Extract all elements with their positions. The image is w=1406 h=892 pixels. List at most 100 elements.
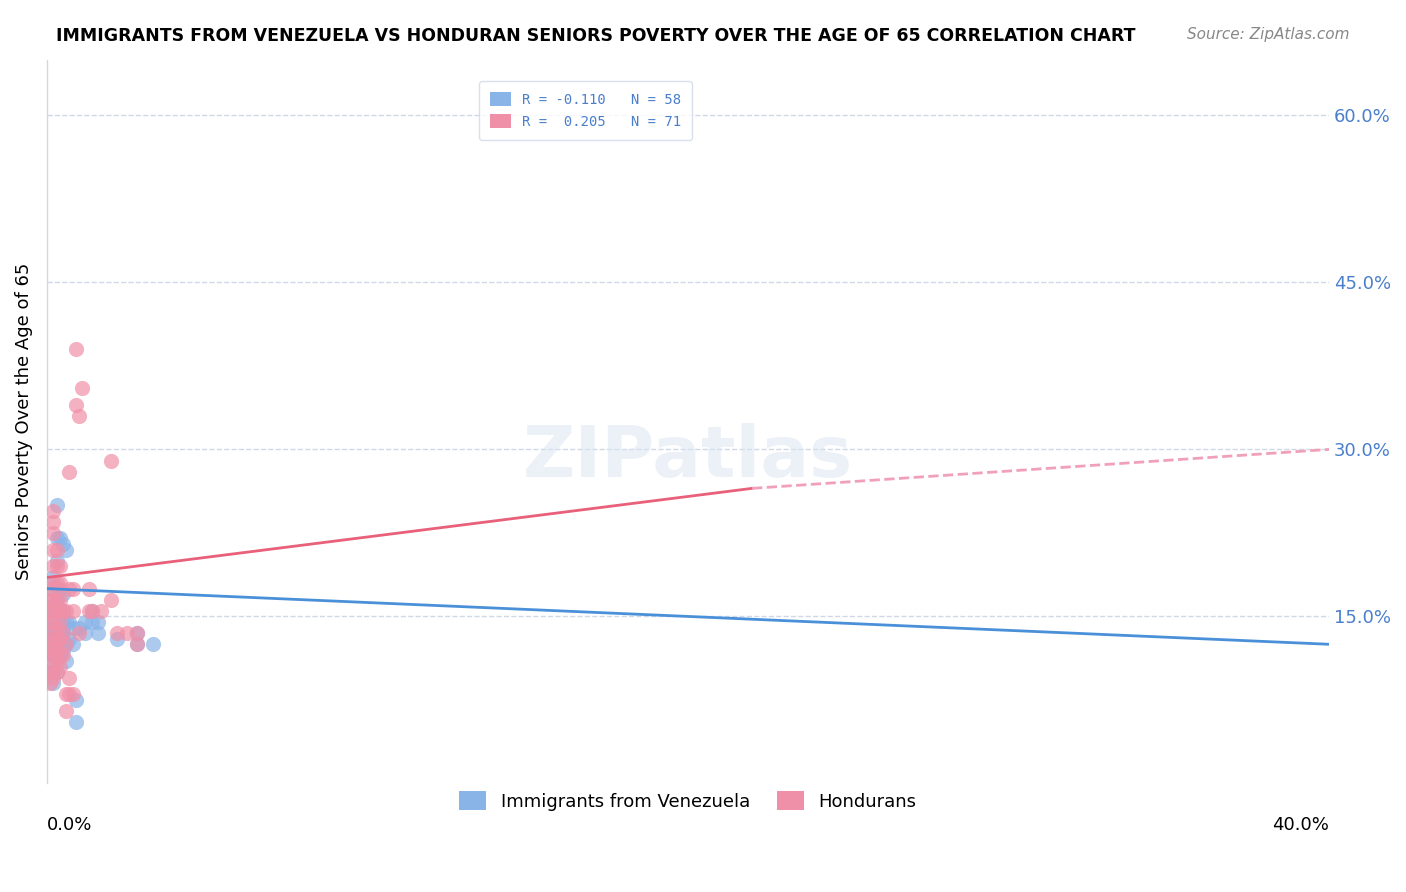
Text: 40.0%: 40.0% [1272, 816, 1329, 834]
Text: 0.0%: 0.0% [46, 816, 93, 834]
Point [55, 604, 77, 618]
Point [48, 648, 70, 663]
Point [48, 637, 70, 651]
Point [52, 648, 75, 663]
Point [58, 615, 80, 629]
Point [70, 381, 93, 395]
Point [48, 592, 70, 607]
Point [55, 637, 77, 651]
Point [42, 582, 65, 596]
Point [39, 665, 62, 680]
Point [90, 604, 112, 618]
Point [39, 592, 62, 607]
Point [39, 665, 62, 680]
Point [67, 626, 90, 640]
Point [55, 687, 77, 701]
Point [45, 498, 67, 512]
Point [42, 542, 65, 557]
Point [48, 615, 70, 629]
Point [100, 453, 122, 467]
Point [52, 587, 75, 601]
Point [42, 559, 65, 574]
Point [42, 643, 65, 657]
Point [42, 592, 65, 607]
Point [52, 615, 75, 629]
Point [42, 626, 65, 640]
Point [42, 637, 65, 651]
Point [65, 693, 87, 707]
Point [48, 648, 70, 663]
Point [77, 604, 100, 618]
Point [45, 632, 67, 646]
Point [39, 643, 62, 657]
Point [55, 637, 77, 651]
Point [62, 582, 84, 596]
Point [42, 671, 65, 685]
Point [45, 576, 67, 591]
Point [42, 648, 65, 663]
Point [52, 626, 75, 640]
Point [67, 409, 90, 423]
Point [62, 621, 84, 635]
Point [42, 570, 65, 584]
Point [42, 576, 65, 591]
Point [125, 637, 148, 651]
Legend: Immigrants from Venezuela, Hondurans: Immigrants from Venezuela, Hondurans [453, 784, 924, 818]
Point [100, 592, 122, 607]
Point [45, 592, 67, 607]
Point [65, 398, 87, 412]
Point [39, 632, 62, 646]
Point [80, 615, 103, 629]
Point [45, 559, 67, 574]
Point [48, 626, 70, 640]
Point [45, 592, 67, 607]
Point [125, 637, 148, 651]
Point [45, 542, 67, 557]
Point [39, 648, 62, 663]
Point [125, 626, 148, 640]
Point [39, 582, 62, 596]
Point [142, 637, 165, 651]
Point [42, 659, 65, 673]
Point [87, 626, 110, 640]
Point [42, 676, 65, 690]
Point [62, 687, 84, 701]
Point [45, 582, 67, 596]
Point [58, 465, 80, 479]
Point [42, 615, 65, 629]
Point [42, 503, 65, 517]
Point [62, 604, 84, 618]
Point [62, 637, 84, 651]
Y-axis label: Seniors Poverty Over the Age of 65: Seniors Poverty Over the Age of 65 [15, 263, 32, 580]
Text: ZIPatlas: ZIPatlas [523, 423, 853, 492]
Point [42, 604, 65, 618]
Point [48, 659, 70, 673]
Point [39, 604, 62, 618]
Point [45, 665, 67, 680]
Point [45, 554, 67, 568]
Point [42, 621, 65, 635]
Point [45, 643, 67, 657]
Text: Source: ZipAtlas.com: Source: ZipAtlas.com [1187, 27, 1350, 42]
Point [52, 626, 75, 640]
Point [39, 648, 62, 663]
Point [48, 576, 70, 591]
Point [55, 615, 77, 629]
Point [45, 604, 67, 618]
Point [45, 532, 67, 546]
Point [55, 704, 77, 718]
Point [42, 515, 65, 529]
Point [77, 582, 100, 596]
Point [48, 582, 70, 596]
Point [52, 604, 75, 618]
Point [39, 676, 62, 690]
Point [48, 632, 70, 646]
Point [39, 621, 62, 635]
Point [42, 648, 65, 663]
Point [107, 626, 129, 640]
Point [65, 342, 87, 356]
Point [80, 604, 103, 618]
Point [58, 582, 80, 596]
Text: IMMIGRANTS FROM VENEZUELA VS HONDURAN SENIORS POVERTY OVER THE AGE OF 65 CORRELA: IMMIGRANTS FROM VENEZUELA VS HONDURAN SE… [56, 27, 1136, 45]
Point [52, 537, 75, 551]
